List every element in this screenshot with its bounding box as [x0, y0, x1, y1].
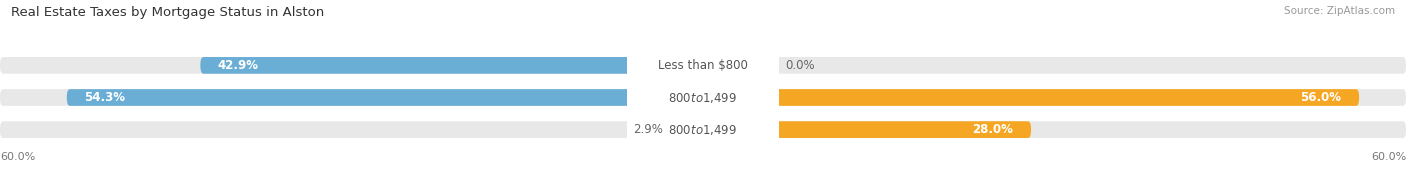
Text: 56.0%: 56.0% [1301, 91, 1341, 104]
Text: 28.0%: 28.0% [973, 123, 1014, 136]
FancyBboxPatch shape [703, 89, 1360, 106]
Text: Source: ZipAtlas.com: Source: ZipAtlas.com [1284, 6, 1395, 16]
FancyBboxPatch shape [669, 121, 703, 138]
Bar [627, 57, 779, 74]
Text: 60.0%: 60.0% [0, 152, 35, 162]
FancyBboxPatch shape [0, 89, 1406, 106]
Text: 60.0%: 60.0% [1371, 152, 1406, 162]
FancyBboxPatch shape [703, 121, 1031, 138]
FancyBboxPatch shape [0, 121, 1406, 138]
Text: 0.0%: 0.0% [785, 59, 814, 72]
Text: $800 to $1,499: $800 to $1,499 [668, 90, 738, 105]
FancyBboxPatch shape [0, 57, 1406, 74]
FancyBboxPatch shape [201, 57, 703, 74]
Bar [627, 121, 779, 138]
Text: Less than $800: Less than $800 [658, 59, 748, 72]
Text: Real Estate Taxes by Mortgage Status in Alston: Real Estate Taxes by Mortgage Status in … [11, 6, 325, 19]
Text: 54.3%: 54.3% [84, 91, 125, 104]
Text: 42.9%: 42.9% [218, 59, 259, 72]
Text: 2.9%: 2.9% [633, 123, 664, 136]
FancyBboxPatch shape [67, 89, 703, 106]
Text: $800 to $1,499: $800 to $1,499 [668, 123, 738, 137]
Bar [627, 89, 779, 106]
